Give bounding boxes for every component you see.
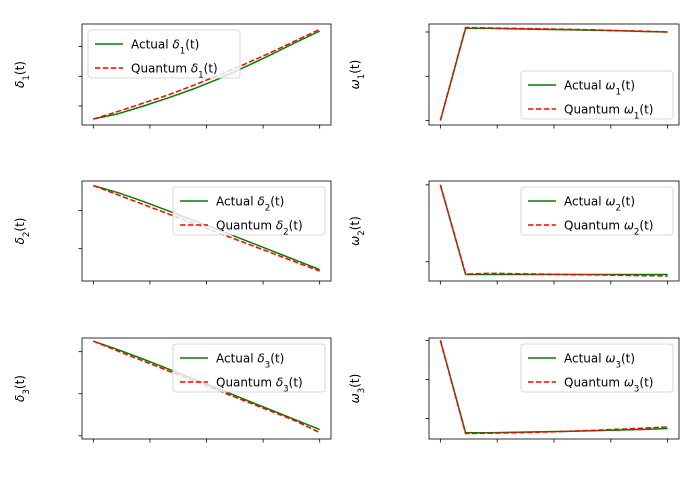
legend-label-quantum: Quantum δ1(t): [131, 61, 218, 80]
legend-label-actual: Actual δ3(t): [216, 351, 284, 370]
series-line-quantum: [439, 184, 668, 277]
legend-label-quantum: Quantum δ3(t): [216, 375, 303, 394]
legend-label-quantum: Quantum δ2(t): [216, 218, 303, 237]
series-line-actual: [93, 30, 321, 120]
axes-frame: [428, 23, 680, 126]
legend-label-actual: Actual ω3(t): [564, 351, 635, 370]
subplot-4: ω2(t) Actual ω2(t) Quantum ω2(t): [348, 180, 680, 285]
legend: Actual ω1(t) Quantum ω1(t): [520, 70, 674, 121]
y-axis-label: ω1(t): [348, 60, 367, 90]
legend-box: [172, 186, 326, 236]
legend-box: [520, 186, 674, 236]
subplot-3: δ2(t) Actual δ2(t) Quantum δ2(t): [13, 180, 332, 285]
series-line-actual: [439, 184, 668, 276]
legend-label-quantum: Quantum ω1(t): [564, 102, 653, 121]
y-axis-label: δ1(t): [13, 61, 32, 88]
axes-frame: [81, 23, 332, 126]
legend-label-quantum: Quantum ω3(t): [564, 375, 653, 394]
series-line-quantum: [439, 26, 668, 121]
series-line-quantum: [93, 28, 321, 120]
legend-box: [87, 29, 241, 79]
y-axis-label: ω2(t): [348, 216, 367, 246]
subplot-5: δ3(t) Actual δ3(t) Quantum δ3(t): [13, 337, 332, 443]
legend: Actual ω3(t) Quantum ω3(t): [520, 343, 674, 394]
legend-label-actual: Actual δ1(t): [131, 37, 199, 56]
legend-box: [172, 343, 326, 393]
subplot-1: δ1(t) Actual δ1(t) Quantum δ1(t): [13, 23, 332, 129]
subplot-6: ω3(t) Actual ω3(t) Quantum ω3(t): [348, 337, 680, 443]
legend-label-actual: Actual ω1(t): [564, 78, 635, 97]
axes-frame: [428, 180, 680, 282]
legend-box: [520, 70, 674, 120]
legend: Actual δ3(t) Quantum δ3(t): [172, 343, 326, 394]
legend-box: [520, 343, 674, 393]
y-axis-label: ω3(t): [348, 374, 367, 404]
legend: Actual ω2(t) Quantum ω2(t): [520, 186, 674, 237]
axes-frame: [428, 337, 680, 440]
legend-label-actual: Actual ω2(t): [564, 194, 635, 213]
series-line-quantum: [439, 340, 668, 435]
legend: Actual δ2(t) Quantum δ2(t): [172, 186, 326, 237]
y-axis-label: δ2(t): [13, 218, 32, 245]
subplot-2: ω1(t) Actual ω1(t) Quantum ω1(t): [348, 23, 680, 129]
legend-label-quantum: Quantum ω2(t): [564, 218, 653, 237]
legend-label-actual: Actual δ2(t): [216, 194, 284, 213]
legend: Actual δ1(t) Quantum δ1(t): [87, 29, 241, 80]
y-axis-label: δ3(t): [13, 375, 32, 402]
axes-frame: [81, 180, 332, 282]
axes-frame: [81, 337, 332, 440]
